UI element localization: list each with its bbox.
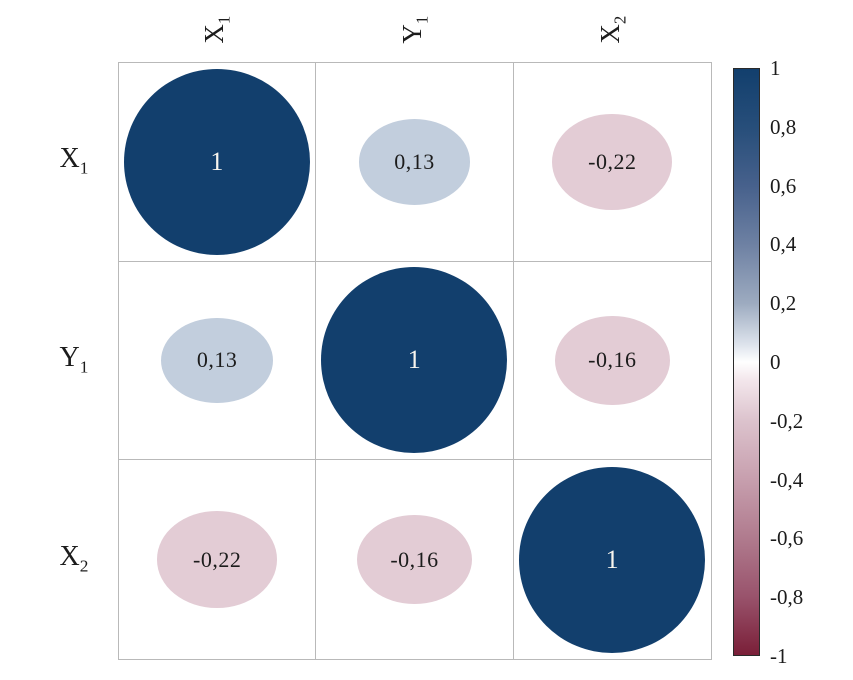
- correlation-value: 1: [605, 544, 620, 574]
- matrix-cell: 1: [316, 261, 514, 461]
- colorbar-ticks: 1 0,8 0,6 0,4 0,2 0 -0,2 -0,4 -0,6 -0,8 -1: [770, 56, 840, 668]
- correlation-ellipse: -0,16: [555, 315, 670, 406]
- correlation-ellipse: 1: [321, 267, 508, 454]
- correlation-ellipse: -0,16: [357, 515, 472, 605]
- colorbar-tick-label: -0,2: [770, 408, 804, 433]
- colorbar-tick-label: -0,4: [770, 467, 804, 492]
- matrix-cell: -0,16: [513, 262, 711, 461]
- colorbar-gradient: [733, 68, 760, 656]
- matrix-cell: -0,16: [316, 460, 514, 659]
- colorbar-tick-label: -1: [770, 644, 788, 668]
- correlation-ellipse: 0,13: [161, 317, 273, 404]
- column-label: X1: [199, 16, 234, 44]
- colorbar-tick-label: -0,8: [770, 585, 804, 610]
- colorbar-tick-label: 1: [770, 56, 781, 80]
- column-label: X2: [595, 16, 630, 44]
- column-label: Y1: [397, 16, 432, 44]
- correlation-ellipse: -0,22: [157, 511, 278, 608]
- correlation-value: -0,16: [390, 546, 439, 572]
- matrix-grid: 1 0,13 -0,22 0,13 1 -0,16 -0,22 -0,16 1: [118, 62, 712, 660]
- correlation-value: 1: [407, 345, 422, 375]
- correlation-value: 1: [210, 146, 224, 176]
- matrix-cell: 1: [119, 63, 317, 262]
- correlation-value: 0,13: [196, 347, 238, 373]
- colorbar-tick-label: 0,4: [770, 232, 797, 257]
- colorbar-tick-label: -0,6: [770, 526, 804, 551]
- matrix-cell: 1: [514, 460, 711, 659]
- colorbar-tick-label: 0,2: [770, 291, 797, 316]
- correlation-value: -0,22: [193, 546, 242, 572]
- correlation-ellipse: 1: [124, 68, 311, 255]
- row-label: X2: [59, 541, 89, 576]
- correlation-value: -0,22: [588, 148, 637, 174]
- matrix-cell: 0,13: [316, 63, 514, 262]
- row-label: Y1: [59, 341, 89, 377]
- matrix-cell: 0,13: [119, 261, 317, 461]
- matrix-cell: -0,22: [513, 63, 711, 262]
- correlation-ellipse: 0,13: [358, 119, 471, 205]
- correlation-value: -0,16: [588, 347, 637, 373]
- matrix-cell: -0,22: [119, 460, 317, 659]
- correlation-ellipse: -0,22: [552, 113, 673, 211]
- colorbar-tick-label: 0: [770, 350, 781, 374]
- correlation-value: 0,13: [394, 148, 435, 174]
- correlation-ellipse: 1: [519, 466, 706, 653]
- row-label: X1: [59, 142, 89, 178]
- colorbar-tick-label: 0,8: [770, 114, 797, 139]
- colorbar-tick-label: 0,6: [770, 173, 797, 198]
